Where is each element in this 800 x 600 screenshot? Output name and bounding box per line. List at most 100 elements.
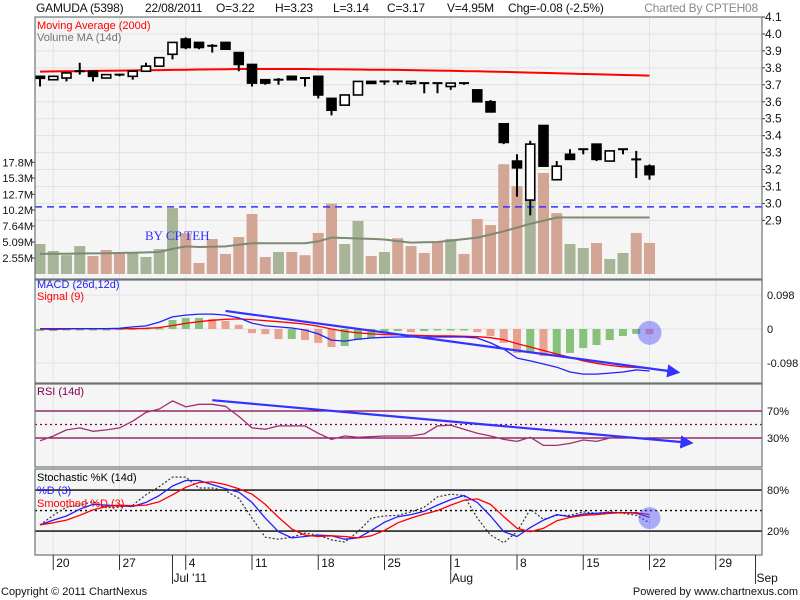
macd-histogram-bar [632, 329, 641, 334]
macd-highlight-circle [637, 320, 662, 345]
volume-bar [551, 213, 563, 274]
volume-bar [273, 251, 284, 274]
macd-axis-label: 0.098 [767, 290, 795, 302]
volume-axis-label: 12.7M [2, 189, 33, 201]
volume-bar [206, 238, 218, 274]
macd-histogram-bar [460, 329, 468, 331]
macd-histogram-bar [62, 329, 71, 331]
x-axis-label: 27 [123, 556, 137, 570]
stochastic-pane [35, 469, 762, 555]
candle-down [220, 41, 231, 51]
volume-bar [87, 255, 99, 274]
volume-bar [617, 252, 629, 274]
volume-bar [180, 233, 192, 274]
x-axis-month-label: Sep [757, 571, 779, 585]
stochastic-highlight-circle [638, 507, 661, 530]
stochastic-axis-label: 20% [767, 526, 789, 538]
volume-bar [644, 242, 655, 274]
macd-histogram-bar [446, 329, 455, 331]
volume-bar [233, 236, 245, 274]
macd-histogram-bar [380, 329, 389, 333]
quote-date: 22/08/2011 [145, 1, 203, 15]
candle-up [339, 94, 351, 106]
volume-bar [604, 259, 616, 274]
candle-down [365, 80, 377, 85]
volume-bar [140, 256, 152, 274]
macd-axis-label: -0.098 [767, 358, 798, 370]
candle-down [591, 143, 602, 161]
candle-down [259, 78, 271, 84]
price-axis-label: 2.9 [765, 213, 782, 227]
macd-histogram-bar [486, 329, 495, 336]
candle-up [604, 150, 616, 162]
macd-histogram-bar [393, 329, 402, 332]
volume-axis-label: 15.3M [2, 173, 33, 185]
price-axis-label: 3.8 [765, 61, 782, 75]
macd-histogram-bar [248, 329, 256, 334]
rsi-pane-border [34, 383, 763, 468]
x-axis-label: 4 [189, 556, 196, 570]
macd-histogram-bar [420, 329, 429, 332]
volume-bar [193, 263, 205, 274]
macd-histogram-bar [592, 329, 601, 345]
volume-bar [299, 255, 311, 274]
close-value: C=3.17 [387, 1, 425, 15]
price-axis-label: 4.1 [765, 10, 782, 24]
x-axis-label: 1 [454, 556, 461, 570]
macd-histogram-bar [102, 329, 111, 331]
price-axis-label: 3.4 [765, 129, 782, 143]
candle-up [61, 72, 72, 79]
macd-histogram-bar [579, 329, 588, 349]
macd-histogram-bar [155, 327, 164, 330]
candle-down [564, 153, 576, 161]
candle-down [498, 122, 510, 144]
x-axis-label: 22 [653, 556, 667, 570]
x-axis-month-label: Jul '11 [174, 571, 208, 585]
x-axis-label: 18 [321, 556, 335, 570]
volume-bar [259, 256, 271, 274]
price-axis-label: 3.2 [765, 163, 782, 177]
candle-up [405, 80, 417, 85]
volume-bar [591, 243, 602, 274]
candle-up [140, 65, 152, 73]
candle-up [524, 143, 536, 201]
macd-line [39, 313, 650, 375]
macd-histogram-bar [645, 329, 654, 335]
macd-histogram-bar [499, 329, 508, 343]
volume-bar [432, 242, 443, 274]
volume-axis-label: 17.8M [2, 157, 33, 169]
macd-histogram-bar [115, 328, 124, 331]
volume-bar [564, 244, 576, 274]
powered-by-link[interactable]: Powered by www.chartnexus.com [632, 586, 798, 598]
volume-bar [34, 244, 46, 274]
price-axis-label: 3.0 [765, 196, 782, 210]
signal-legend: Signal (9) [37, 291, 84, 303]
x-axis-label: 29 [719, 556, 733, 570]
macd-pane [35, 280, 762, 383]
candle-up [127, 70, 139, 78]
stochastic-d-line [39, 479, 650, 540]
open-value: O=3.22 [216, 1, 255, 15]
rsi-axis-label: 70% [767, 406, 789, 418]
candle-up [47, 75, 59, 81]
candle-up [551, 165, 563, 181]
volume-bar [74, 246, 86, 274]
x-axis-label: 11 [255, 556, 268, 570]
low-value: L=3.14 [333, 1, 369, 15]
volume-bar [220, 253, 231, 274]
macd-legend: MACD (26d,12d) [37, 279, 120, 291]
macd-histogram-bar [354, 329, 362, 341]
volume-axis-label: 7.64M [2, 221, 33, 233]
macd-histogram-bar [261, 329, 270, 335]
candle-down [538, 124, 549, 167]
symbol-title: GAMUDA (5398) [36, 1, 124, 15]
price-pane-border [34, 16, 763, 280]
volume-bar [114, 253, 125, 274]
candle-up [167, 41, 178, 56]
price-axis-label: 3.3 [765, 146, 782, 160]
charted-by: Charted By CPTEH08 [644, 1, 758, 15]
macd-pane-border [34, 279, 763, 384]
price-axis-label: 4.0 [765, 27, 782, 41]
x-axis-label: 8 [520, 556, 527, 570]
